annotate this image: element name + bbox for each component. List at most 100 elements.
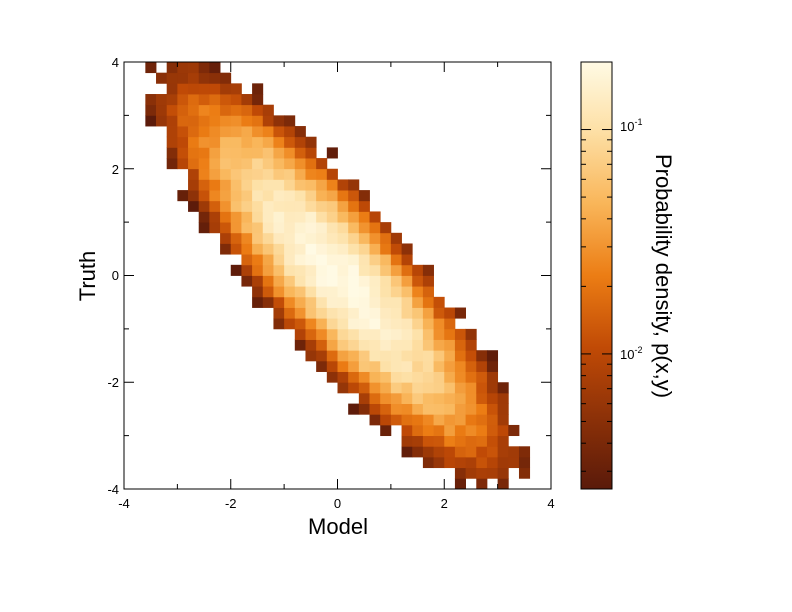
y-tick-label: 4 bbox=[112, 55, 119, 70]
heatmap-cell bbox=[348, 222, 360, 234]
heatmap-cell bbox=[230, 126, 242, 138]
heatmap-cell bbox=[284, 307, 296, 319]
heatmap-cell bbox=[209, 115, 221, 127]
heatmap-cell bbox=[454, 478, 466, 490]
heatmap-cell bbox=[305, 339, 317, 351]
heatmap-cell bbox=[262, 264, 274, 276]
heatmap-cell bbox=[316, 168, 328, 180]
heatmap-cell bbox=[412, 392, 424, 404]
heatmap-cell bbox=[177, 62, 189, 74]
heatmap-cell bbox=[230, 83, 242, 95]
heatmap-cell bbox=[305, 190, 317, 202]
heatmap-cell bbox=[476, 392, 488, 404]
heatmap-cell bbox=[444, 435, 456, 447]
heatmap-cell bbox=[508, 456, 520, 469]
heatmap-cell bbox=[412, 371, 424, 383]
heatmap-cell bbox=[294, 168, 306, 180]
heatmap-cell bbox=[284, 136, 296, 148]
heatmap-cell bbox=[401, 243, 413, 255]
heatmap-cell bbox=[294, 243, 306, 255]
heatmap-cell bbox=[358, 318, 370, 330]
heatmap-cell bbox=[294, 190, 306, 202]
heatmap-cell bbox=[198, 126, 210, 138]
heatmap-cell bbox=[241, 222, 253, 234]
heatmap-cell bbox=[401, 264, 413, 276]
heatmap-cell bbox=[284, 158, 296, 170]
heatmap-cell bbox=[369, 296, 381, 308]
heatmap-cell bbox=[209, 190, 221, 202]
heatmap-cell bbox=[316, 179, 328, 191]
heatmap-cell bbox=[273, 190, 285, 202]
heatmap-cell bbox=[358, 264, 370, 276]
heatmap-cell bbox=[316, 286, 328, 298]
heatmap-cell bbox=[262, 211, 274, 223]
heatmap-cell bbox=[444, 350, 456, 362]
heatmap-cell bbox=[465, 414, 477, 426]
heatmap-cell bbox=[454, 467, 466, 479]
heatmap-cell bbox=[380, 350, 392, 362]
heatmap-cell bbox=[262, 179, 274, 191]
heatmap-cell bbox=[305, 179, 317, 191]
heatmap-cell bbox=[316, 232, 328, 244]
heatmap-cell bbox=[380, 382, 392, 394]
heatmap-cell bbox=[220, 115, 232, 127]
heatmap-cell bbox=[337, 264, 349, 276]
heatmap-cell bbox=[337, 200, 349, 212]
heatmap-cell bbox=[326, 350, 338, 362]
heatmap-cell bbox=[465, 424, 477, 437]
heatmap-cell bbox=[241, 264, 253, 276]
heatmap-cell bbox=[337, 286, 349, 298]
heatmap-cell bbox=[284, 222, 296, 234]
heatmap-cell bbox=[220, 232, 232, 244]
heatmap-cell bbox=[358, 350, 370, 362]
heatmap-cell bbox=[401, 350, 413, 362]
heatmap-cell bbox=[412, 339, 424, 351]
heatmap-cell bbox=[433, 339, 445, 351]
heatmap-cell bbox=[209, 94, 221, 106]
heatmap-cell bbox=[198, 83, 210, 95]
heatmap-cell bbox=[412, 264, 424, 276]
heatmap-cell bbox=[497, 467, 509, 479]
heatmap-cell bbox=[198, 168, 210, 180]
heatmap-cell bbox=[252, 168, 264, 180]
heatmap-cell bbox=[401, 435, 413, 447]
heatmap-cell bbox=[316, 318, 328, 330]
heatmap-cell bbox=[348, 243, 360, 255]
heatmap-cell bbox=[305, 147, 317, 159]
heatmap-cell bbox=[454, 307, 466, 319]
heatmap-cell bbox=[401, 339, 413, 351]
heatmap-cell bbox=[156, 115, 168, 127]
heatmap-cell bbox=[284, 168, 296, 180]
heatmap-cell bbox=[358, 339, 370, 351]
heatmap-cell bbox=[348, 360, 360, 372]
heatmap-cell bbox=[486, 456, 499, 469]
heatmap-cell bbox=[273, 264, 285, 276]
heatmap-cell bbox=[294, 200, 306, 212]
heatmap-cell bbox=[433, 414, 445, 426]
heatmap-cell bbox=[156, 72, 168, 84]
heatmap-cell bbox=[177, 94, 189, 106]
heatmap-cell bbox=[241, 147, 253, 159]
heatmap-cell bbox=[241, 275, 253, 287]
heatmap-cell bbox=[369, 211, 381, 223]
heatmap-cell bbox=[316, 328, 328, 340]
heatmap-cell bbox=[177, 147, 189, 159]
heatmap-cell bbox=[486, 424, 499, 437]
heatmap-cell bbox=[220, 72, 232, 84]
x-tick-label: -4 bbox=[118, 496, 130, 511]
heatmap-cell bbox=[454, 339, 466, 351]
heatmap-cell bbox=[401, 318, 413, 330]
heatmap-cell bbox=[273, 275, 285, 287]
heatmap-cell bbox=[220, 200, 232, 212]
heatmap-cell bbox=[433, 446, 445, 458]
heatmap-cell bbox=[284, 264, 296, 276]
heatmap-cell bbox=[454, 328, 466, 340]
heatmap-cell bbox=[390, 414, 402, 426]
heatmap-cell bbox=[305, 350, 317, 362]
heatmap-cell bbox=[241, 232, 253, 244]
heatmap-cell bbox=[380, 243, 392, 255]
heatmap-cell bbox=[348, 190, 360, 202]
heatmap-cell bbox=[422, 286, 434, 298]
heatmap-cell bbox=[444, 403, 456, 415]
heatmap-cell bbox=[380, 424, 392, 437]
